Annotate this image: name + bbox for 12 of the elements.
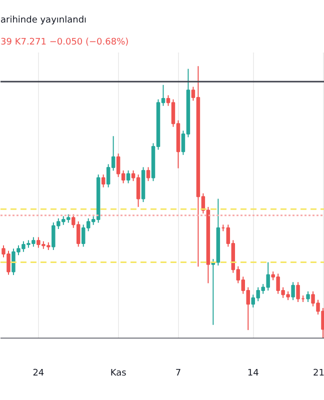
candlestick	[291, 282, 295, 301]
text: 39 K7.271 −0.050 (−0.68%)	[0, 38, 129, 48]
candlestick	[101, 174, 106, 188]
x-tick-label: 14	[247, 368, 260, 378]
candlestick	[126, 170, 130, 184]
candlestick	[306, 290, 310, 302]
candlestick	[146, 166, 150, 182]
x-tick-label: Kas	[110, 368, 127, 378]
x-tick-label: 7	[175, 368, 182, 378]
text: arihinde yayınlandı	[0, 16, 87, 26]
x-tick-label: 21	[313, 368, 324, 378]
x-tick-label: 24	[32, 368, 44, 378]
